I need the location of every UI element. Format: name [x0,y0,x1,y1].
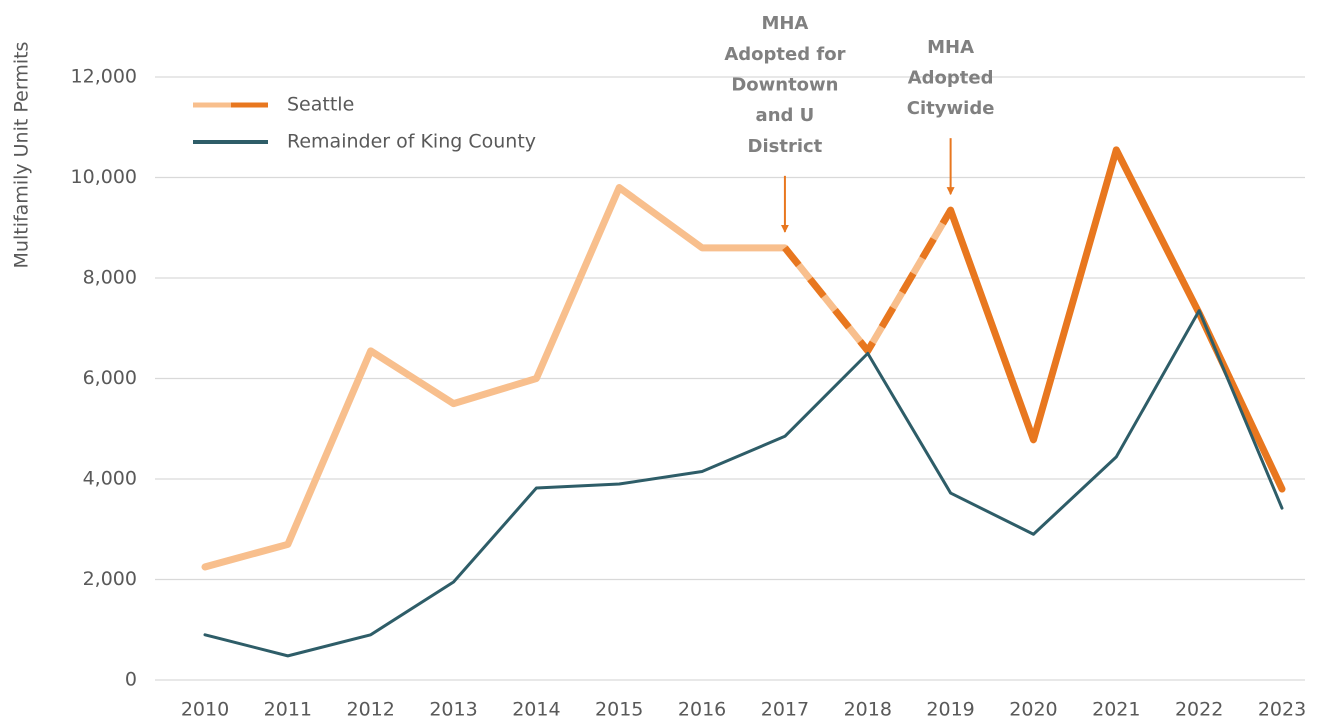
y-tick-label: 2,000 [83,568,137,590]
line-series [203,309,1284,658]
y-tick-label: 6,000 [83,367,137,389]
y-axis-label: Multifamily Unit Permits [11,42,33,269]
annotation-text: District [748,136,823,157]
annotation-text: and U [756,105,815,126]
x-tick-label: 2015 [595,699,643,721]
x-tick-label: 2023 [1258,699,1306,721]
x-tick-label: 2016 [678,699,726,721]
legend-label: Seattle [287,94,354,116]
x-tick-label: 2017 [761,699,809,721]
y-tick-label: 8,000 [83,267,137,289]
annotation-text: Downtown [731,74,838,95]
annotation-text: Citywide [907,98,995,119]
y-tick-label: 0 [125,669,137,691]
x-tick-label: 2018 [844,699,892,721]
line-series-dashed [782,208,954,355]
x-tick-label: 2021 [1092,699,1140,721]
legend-label: Remainder of King County [287,131,536,153]
y-tick-label: 10,000 [71,166,137,188]
x-tick-label: 2010 [181,699,229,721]
annotation-text: Adopted [908,67,994,88]
annotation-text: Adopted for [724,44,845,65]
line-series [947,146,1286,493]
line-series-light [201,184,955,571]
x-tick-label: 2022 [1175,699,1223,721]
x-tick-label: 2011 [264,699,312,721]
x-tick-label: 2019 [926,699,974,721]
annotation-text: MHA [761,13,808,34]
x-tick-label: 2020 [1009,699,1057,721]
x-tick-label: 2013 [429,699,477,721]
annotation-text: MHA [927,37,974,58]
x-tick-label: 2012 [347,699,395,721]
y-tick-label: 12,000 [71,66,137,88]
y-tick-label: 4,000 [83,468,137,490]
x-tick-label: 2014 [512,699,560,721]
